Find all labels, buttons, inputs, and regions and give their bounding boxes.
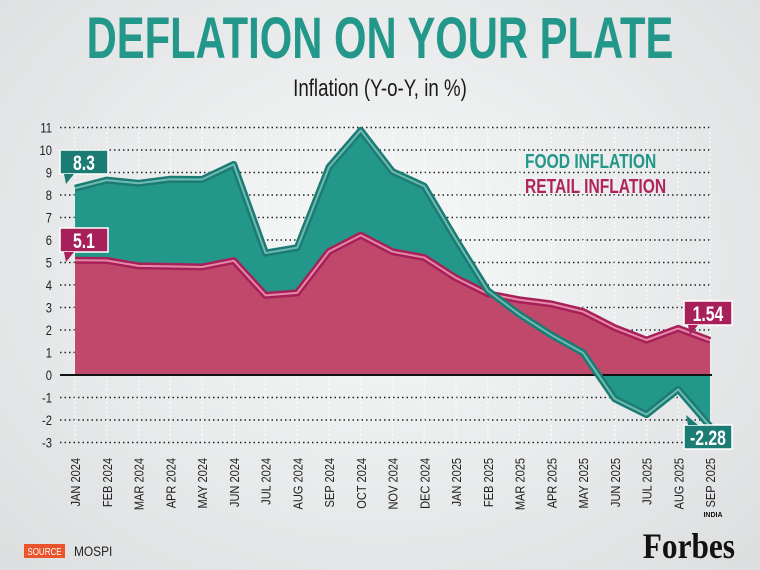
callout-pointer — [64, 252, 74, 262]
x-tick-label: MAR 2025 — [513, 458, 528, 510]
y-tick-label: 8 — [46, 188, 52, 203]
callout-value: 1.54 — [693, 302, 724, 326]
source: SOURCE MOSPI — [24, 543, 112, 559]
data-callout: 8.3 — [59, 149, 109, 184]
x-tick-label: AUG 2024 — [290, 458, 305, 510]
retail-inflation-line-highlight — [74, 234, 711, 342]
x-tick-label: SEP 2024 — [322, 458, 337, 508]
y-tick-label: -2 — [42, 413, 52, 428]
callout-value: 8.3 — [73, 151, 95, 175]
x-tick-label: MAR 2024 — [132, 458, 147, 510]
callout-pointer — [64, 174, 74, 184]
y-tick-label: 5 — [46, 255, 52, 270]
y-tick-label: 4 — [46, 278, 52, 293]
x-tick-label: APR 2025 — [544, 458, 559, 509]
x-tick-label: DEC 2024 — [417, 458, 432, 509]
callout-value: 5.1 — [73, 229, 95, 253]
x-tick-label: JAN 2025 — [449, 458, 464, 507]
data-callout: 1.54 — [683, 300, 733, 335]
y-tick-label: 1 — [46, 345, 52, 360]
x-tick-label: OCT 2024 — [354, 458, 369, 509]
logo-text: Forbes — [643, 527, 735, 566]
x-tick-label: JUL 2025 — [640, 458, 655, 505]
data-callout: -2.28 — [683, 415, 733, 450]
x-tick-label: JAN 2024 — [68, 458, 83, 507]
chart-subtitle: Inflation (Y-o-Y, in %) — [293, 75, 467, 102]
y-tick-label: 9 — [46, 165, 52, 180]
x-tick-label: MAY 2025 — [576, 458, 591, 509]
callout-box — [59, 149, 109, 175]
y-tick-label: 10 — [40, 143, 52, 158]
x-tick-label: SEP 2025 — [703, 458, 718, 508]
x-tick-label: JUN 2024 — [227, 458, 242, 507]
y-tick-label: 0 — [46, 368, 52, 383]
x-tick-label: AUG 2025 — [671, 458, 686, 510]
callout-value: -2.28 — [690, 426, 726, 450]
y-tick-label: -1 — [42, 390, 52, 405]
x-tick-label: FEB 2024 — [100, 458, 115, 507]
x-tick-label: FEB 2025 — [481, 458, 496, 507]
callout-pointer — [688, 325, 698, 335]
y-tick-label: 6 — [46, 233, 52, 248]
y-tick-label: 3 — [46, 300, 52, 315]
x-tick-label: NOV 2024 — [386, 458, 401, 510]
y-tick-label: 11 — [40, 120, 52, 135]
callout-pointer — [686, 415, 698, 425]
x-tick-label: APR 2024 — [163, 458, 178, 509]
x-tick-label: JUN 2025 — [608, 458, 623, 507]
legend-retail: RETAIL INFLATION — [525, 175, 666, 197]
data-callout: 5.1 — [59, 227, 109, 262]
callout-box — [683, 300, 733, 326]
y-tick-label: -3 — [42, 435, 52, 450]
forbes-logo: Forbes INDIA — [643, 512, 735, 567]
legend-food: FOOD INFLATION — [525, 150, 656, 172]
callout-box — [59, 227, 109, 253]
source-badge — [24, 544, 65, 558]
y-tick-label: 7 — [46, 210, 52, 225]
retail-inflation-area — [75, 235, 710, 375]
chart-title: DEFLATION ON YOUR PLATE — [87, 5, 674, 70]
source-value: MOSPI — [74, 543, 112, 559]
callout-box — [683, 424, 733, 450]
x-tick-label: JUL 2024 — [259, 458, 274, 505]
logo-super: INDIA — [703, 512, 722, 519]
food-inflation-line-highlight — [74, 129, 711, 427]
x-tick-label: MAY 2024 — [195, 458, 210, 509]
y-tick-label: 2 — [46, 323, 52, 338]
source-label: SOURCE — [27, 546, 61, 557]
